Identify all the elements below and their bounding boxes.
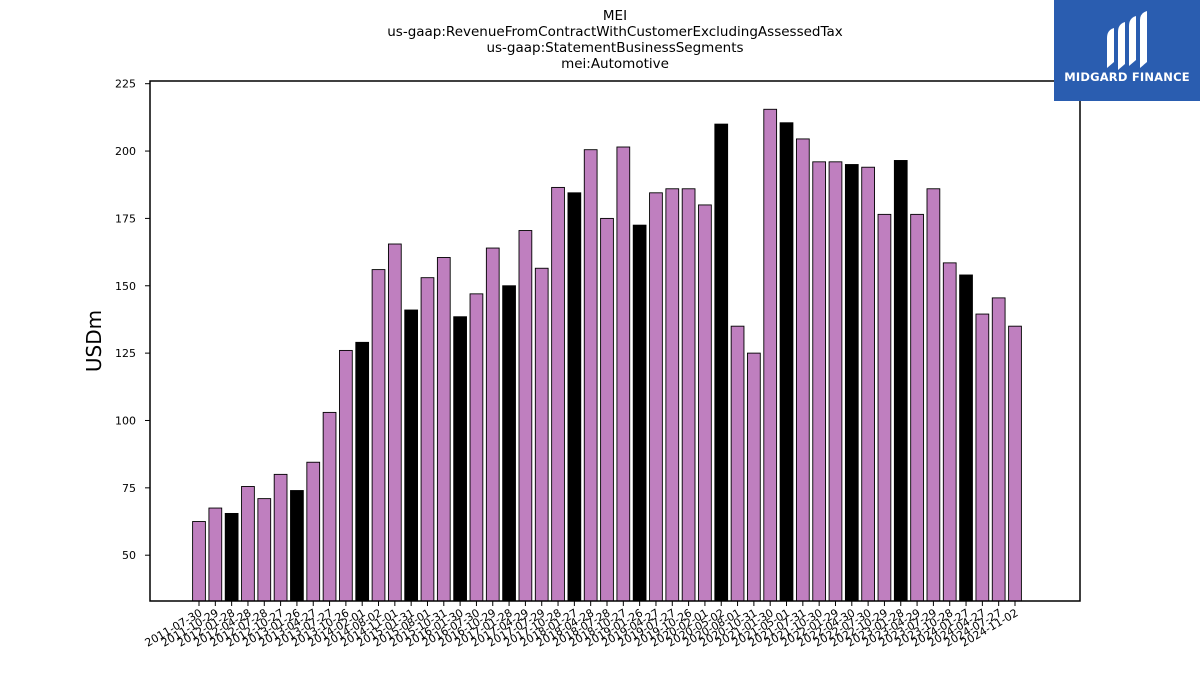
bar-2012-01-28 (224, 512, 239, 602)
bar-2012-07-28 (257, 498, 272, 602)
y-tick-label-200: 200 (115, 145, 136, 158)
y-tick-label-150: 150 (115, 280, 136, 293)
bar-2018-10-27 (616, 146, 631, 602)
bar-2013-10-26 (339, 349, 353, 602)
y-tick-label-75: 75 (122, 482, 136, 495)
bar-2023-10-28 (942, 262, 957, 602)
y-tick-label-100: 100 (115, 414, 136, 427)
bar-2015-08-01 (420, 277, 435, 602)
bar-2020-10-31 (747, 352, 761, 602)
y-tick-label-225: 225 (115, 78, 136, 91)
bar-2024-01-27 (959, 274, 973, 602)
title-line-4: mei:Automotive (561, 56, 669, 72)
bar-2023-04-29 (910, 213, 924, 602)
title-line-3: us-gaap:StatementBusinessSegments (486, 40, 743, 56)
midgard-logo-mark-icon (1107, 11, 1147, 70)
bar-2024-07-27 (991, 297, 1006, 602)
bar-2014-08-02 (371, 269, 386, 602)
bar-2023-07-29 (926, 188, 941, 602)
logo-text: MIDGARD FINANCE (1064, 70, 1190, 84)
bar-2012-10-27 (273, 473, 288, 602)
title-line-1: MEI (603, 8, 627, 24)
bar-2018-07-28 (600, 217, 614, 602)
bar-2012-04-28 (241, 486, 255, 602)
bar-2020-05-02 (714, 123, 729, 602)
bar-2019-04-27 (649, 192, 663, 602)
bar-2013-01-26 (290, 490, 304, 602)
bar-2022-04-30 (844, 164, 859, 602)
bar-2011-07-30 (192, 521, 206, 602)
bar-2020-02-01 (698, 204, 712, 602)
bar-2019-01-26 (632, 224, 647, 602)
bar-2022-10-29 (877, 213, 892, 602)
bar-2015-01-31 (404, 309, 419, 602)
bar-2021-05-01 (779, 122, 794, 602)
bar-2019-07-27 (665, 188, 680, 602)
bar-2024-04-27 (975, 313, 990, 602)
bar-2014-11-01 (387, 243, 402, 602)
bar-2019-10-26 (681, 188, 696, 602)
bar-2015-10-31 (436, 257, 451, 602)
bar-2021-01-30 (763, 108, 778, 602)
bar-2021-10-30 (812, 161, 827, 602)
x-axis: 2011-07-302011-10-292012-01-282012-04-28… (143, 601, 1021, 650)
bar-2011-10-29 (208, 507, 223, 602)
bar-2024-11-02 (1008, 325, 1022, 602)
bar-2018-01-27 (567, 192, 582, 602)
bars (192, 108, 1022, 602)
bar-2017-10-28 (551, 186, 565, 602)
bar-2022-07-30 (861, 166, 875, 602)
bar-2014-02-01 (355, 341, 370, 602)
bar-2021-07-31 (795, 138, 810, 602)
plot-frame (149, 80, 1081, 602)
bar-2018-04-28 (583, 149, 598, 602)
y-tick-label-50: 50 (122, 549, 136, 562)
bar-2017-07-29 (534, 267, 549, 602)
bar-2022-01-29 (828, 161, 843, 602)
bar-2013-07-27 (322, 411, 337, 602)
bar-2017-04-29 (518, 230, 533, 602)
y-tick-label-175: 175 (115, 212, 136, 225)
y-tick-label-125: 125 (115, 347, 136, 360)
bar-2023-01-28 (893, 160, 908, 602)
midgard-finance-logo: MIDGARD FINANCE (1054, 0, 1200, 101)
bar-2016-10-29 (485, 247, 500, 602)
bar-2016-01-30 (453, 316, 467, 602)
y-axis: 50 75 100 125 150 175 200 225 (115, 78, 150, 562)
bar-2020-08-01 (730, 325, 745, 602)
bar-2017-01-28 (502, 285, 516, 602)
y-axis-label: USDm (82, 310, 106, 372)
bar-2013-04-27 (306, 461, 321, 602)
title-line-2: us-gaap:RevenueFromContractWithCustomerE… (387, 24, 843, 40)
bar-2016-07-30 (469, 293, 484, 602)
chart-title: MEI us-gaap:RevenueFromContractWithCusto… (387, 8, 843, 72)
